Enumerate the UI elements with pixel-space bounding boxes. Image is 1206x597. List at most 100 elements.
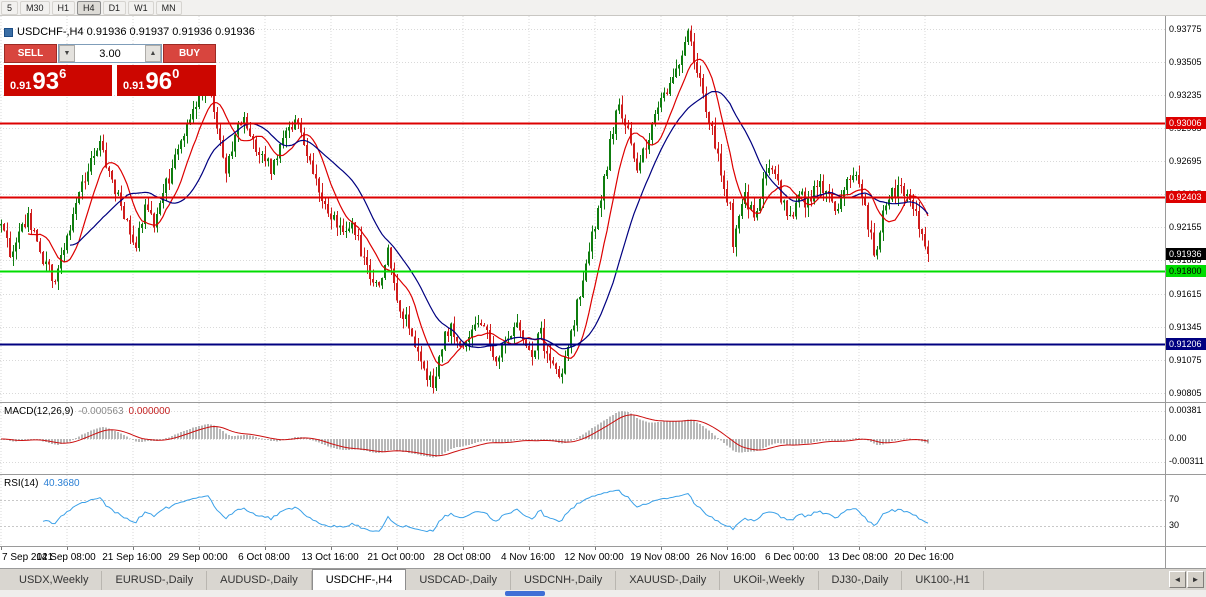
time-tick xyxy=(529,547,530,550)
volume-control: ▼ ▲ xyxy=(58,44,162,63)
price-scale-label: 0.92695 xyxy=(1169,156,1202,166)
rsi-value: 40.3680 xyxy=(43,478,80,489)
time-label: 14 Sep 08:00 xyxy=(36,552,96,563)
price-scale-label: 0.93235 xyxy=(1169,90,1202,100)
timeframe-toolbar: 5 M30 H1 H4 D1 W1 MN xyxy=(0,0,1206,16)
price-scale-label: 0.90805 xyxy=(1169,388,1202,398)
rsi-canvas[interactable] xyxy=(0,475,1165,546)
time-tick xyxy=(463,547,464,550)
time-tick xyxy=(199,547,200,550)
time-tick xyxy=(661,547,662,550)
timeframe-button-d1[interactable]: D1 xyxy=(102,0,127,15)
bid-price-marker: 0.91936 xyxy=(1166,248,1206,260)
time-label: 12 Nov 00:00 xyxy=(564,552,624,563)
time-axis[interactable]: 7 Sep 2021 14 Sep 08:00 21 Sep 16:00 29 Sep… xyxy=(0,546,1165,568)
macd-scale-label: -0.00311 xyxy=(1169,456,1204,466)
tab-dj30-daily[interactable]: DJ30-,Daily xyxy=(819,571,903,590)
time-label: 4 Nov 16:00 xyxy=(501,552,555,563)
scale-separator xyxy=(1166,546,1206,547)
time-tick xyxy=(925,547,926,550)
time-tick xyxy=(397,547,398,550)
price-scale-label: 0.93775 xyxy=(1169,24,1202,34)
tab-bar-tabs: USDX,Weekly EURUSD-,Daily AUDUSD-,Daily USD… xyxy=(6,569,984,590)
time-label: 19 Nov 08:00 xyxy=(630,552,690,563)
price-scale[interactable]: 0.937750.935050.932350.929650.926950.924… xyxy=(1165,16,1206,568)
scale-separator xyxy=(1166,402,1206,403)
buy-price-big: 96 xyxy=(145,68,173,95)
hline-price-marker: 0.91206 xyxy=(1166,338,1206,350)
macd-main-value: -0.000563 xyxy=(78,406,124,417)
macd-signal-value: 0.000000 xyxy=(128,406,171,417)
tab-scroll-controls: ◄ ► xyxy=(1169,571,1206,590)
volume-decrease-button[interactable]: ▼ xyxy=(59,45,75,62)
rsi-label: RSI(14) 40.3680 xyxy=(4,478,80,489)
rsi-scale-label: 70 xyxy=(1169,494,1180,504)
chart-workspace: USDCHF-,H4 0.91936 0.91937 0.91936 0.919… xyxy=(0,16,1206,568)
sell-price-big: 93 xyxy=(32,68,60,95)
tab-usdx-weekly[interactable]: USDX,Weekly xyxy=(6,571,103,590)
tab-usdcnh-daily[interactable]: USDCNH-,Daily xyxy=(511,571,617,590)
price-scale-label: 0.91075 xyxy=(1169,355,1202,365)
tab-scroll-right-icon[interactable]: ► xyxy=(1187,571,1204,588)
timeframe-button-w1[interactable]: W1 xyxy=(128,0,154,15)
rsi-panel: RSI(14) 40.3680 xyxy=(0,474,1165,546)
sell-price-prefix: 0.91 xyxy=(10,80,32,92)
macd-scale-label: 0.00381 xyxy=(1169,405,1202,415)
price-scale-label: 0.91345 xyxy=(1169,322,1202,332)
timeframe-button-h1[interactable]: H1 xyxy=(51,0,76,15)
hline-price-marker: 0.92403 xyxy=(1166,191,1206,203)
buy-price-prefix: 0.91 xyxy=(123,80,145,92)
volume-input[interactable] xyxy=(75,45,145,62)
time-tick xyxy=(331,547,332,550)
time-label: 21 Oct 00:00 xyxy=(367,552,425,563)
time-label: 6 Dec 00:00 xyxy=(765,552,819,563)
time-tick xyxy=(133,547,134,550)
sell-button[interactable]: SELL xyxy=(4,44,57,63)
price-scale-label: 0.91885 xyxy=(1169,255,1202,265)
bottom-strip xyxy=(0,590,1206,597)
price-scale-label: 0.91615 xyxy=(1169,289,1202,299)
tab-scroll-left-icon[interactable]: ◄ xyxy=(1169,571,1186,588)
tab-usdcad-daily[interactable]: USDCAD-,Daily xyxy=(406,571,511,590)
time-tick xyxy=(265,547,266,550)
time-label: 26 Nov 16:00 xyxy=(696,552,756,563)
sell-price-display[interactable]: 0.91 93 6 xyxy=(4,65,112,96)
time-tick xyxy=(595,547,596,550)
hline-price-marker: 0.91800 xyxy=(1166,265,1206,277)
buy-price-sup: 0 xyxy=(172,66,180,81)
price-chart-canvas[interactable] xyxy=(0,16,1165,402)
tab-audusd-daily[interactable]: AUDUSD-,Daily xyxy=(207,571,312,590)
time-label: 29 Sep 00:00 xyxy=(168,552,228,563)
time-tick xyxy=(67,547,68,550)
price-scale-label: 0.93505 xyxy=(1169,57,1202,67)
timeframe-button-5[interactable]: 5 xyxy=(1,0,19,15)
macd-label: MACD(12,26,9) -0.000563 0.000000 xyxy=(4,406,170,417)
timeframe-button-mn[interactable]: MN xyxy=(155,0,182,15)
chart-tab-bar: USDX,Weekly EURUSD-,Daily AUDUSD-,Daily USD… xyxy=(0,568,1206,590)
rsi-name: RSI(14) xyxy=(4,478,39,489)
chart-panels: USDCHF-,H4 0.91936 0.91937 0.91936 0.919… xyxy=(0,16,1165,568)
tab-xauusd-daily[interactable]: XAUUSD-,Daily xyxy=(616,571,721,590)
macd-panel: MACD(12,26,9) -0.000563 0.000000 xyxy=(0,402,1165,474)
macd-name: MACD(12,26,9) xyxy=(4,406,74,417)
ohlc-info: USDCHF-,H4 0.91936 0.91937 0.91936 0.919… xyxy=(4,26,255,38)
time-label: 7 Sep 2021 xyxy=(2,552,54,563)
time-label: 20 Dec 16:00 xyxy=(894,552,954,563)
volume-increase-button[interactable]: ▲ xyxy=(145,45,161,62)
buy-price-display[interactable]: 0.91 96 0 xyxy=(117,65,216,96)
tab-uk100-h1[interactable]: UK100-,H1 xyxy=(902,571,984,590)
tab-eurusd-daily[interactable]: EURUSD-,Daily xyxy=(102,571,208,590)
time-tick xyxy=(1,547,2,550)
sell-price-sup: 6 xyxy=(59,66,67,81)
tab-ukoil-weekly[interactable]: UKOil-,Weekly xyxy=(720,571,819,590)
tab-usdchf-h4[interactable]: USDCHF-,H4 xyxy=(311,569,407,590)
timeframe-button-m30[interactable]: M30 xyxy=(20,0,50,15)
time-label: 13 Oct 16:00 xyxy=(301,552,359,563)
price-panel: USDCHF-,H4 0.91936 0.91937 0.91936 0.919… xyxy=(0,16,1165,402)
buy-button[interactable]: BUY xyxy=(163,44,216,63)
timeframe-button-h4[interactable]: H4 xyxy=(77,0,101,15)
price-scale-label: 0.92155 xyxy=(1169,222,1202,232)
time-label: 21 Sep 16:00 xyxy=(102,552,162,563)
macd-canvas[interactable] xyxy=(0,403,1165,474)
time-label: 6 Oct 08:00 xyxy=(238,552,290,563)
